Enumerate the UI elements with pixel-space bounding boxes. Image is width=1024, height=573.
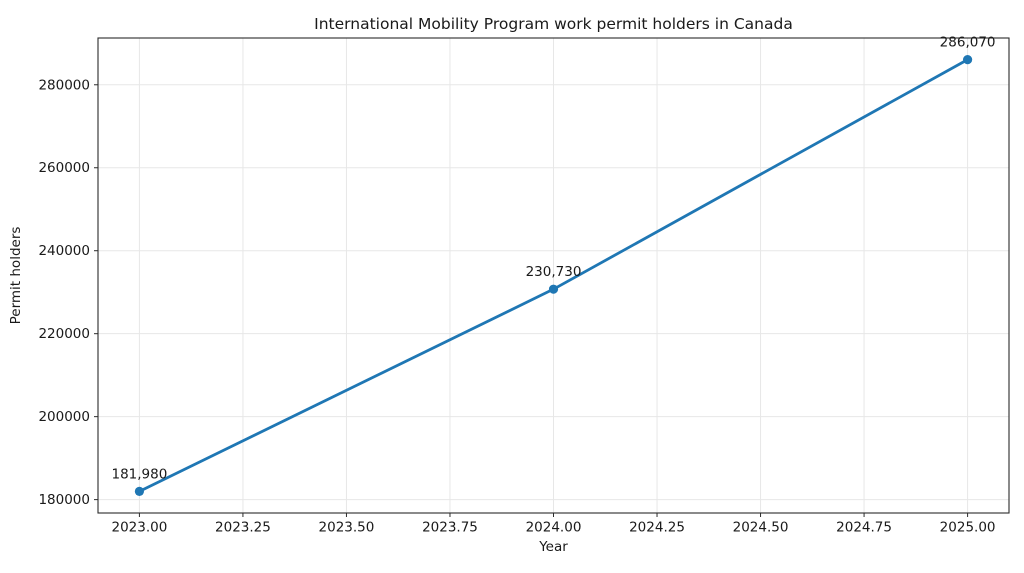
y-tick-label: 260000 <box>38 160 90 176</box>
annotation-layer: 181,980 230,730 286,070 <box>111 35 995 483</box>
point-value-label: 181,980 <box>111 466 167 482</box>
x-tick-label: 2024.25 <box>629 520 685 536</box>
data-point-marker <box>134 486 145 497</box>
plot-border <box>97 37 1010 514</box>
y-tick-label: 200000 <box>38 409 90 425</box>
series-layer <box>134 54 973 497</box>
data-point-marker <box>962 54 973 65</box>
point-value-label: 286,070 <box>940 35 996 51</box>
point-value-label: 230,730 <box>526 264 582 280</box>
y-tick-label: 180000 <box>38 492 90 508</box>
grid-layer <box>98 38 1009 513</box>
x-tick-label: 2024.50 <box>733 520 789 536</box>
x-tick-label: 2023.25 <box>215 520 271 536</box>
tick-layer: 2023.00 2023.25 2023.50 2023.75 2024.00 2024.… <box>38 77 995 535</box>
y-axis-label: Permit holders <box>8 227 24 325</box>
y-tick-label: 220000 <box>38 326 90 342</box>
y-tick-label: 240000 <box>38 243 90 259</box>
x-tick-label: 2023.75 <box>422 520 478 536</box>
x-tick-label: 2023.00 <box>111 520 167 536</box>
x-tick-label: 2023.50 <box>319 520 375 536</box>
x-tick-label: 2025.00 <box>940 520 996 536</box>
x-tick-label: 2024.75 <box>836 520 892 536</box>
chart-title: International Mobility Program work perm… <box>314 15 793 33</box>
y-tick-label: 280000 <box>38 77 90 93</box>
data-point-marker <box>548 284 559 294</box>
x-tick-label: 2024.00 <box>526 520 582 536</box>
x-axis-label: Year <box>538 539 568 555</box>
